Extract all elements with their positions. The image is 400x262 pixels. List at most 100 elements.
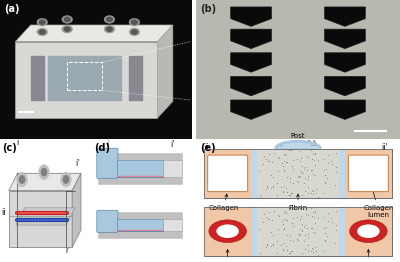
Point [270, 243, 276, 247]
Circle shape [37, 18, 48, 26]
Point [333, 165, 339, 170]
Point [296, 233, 302, 237]
Circle shape [216, 225, 239, 238]
Bar [129, 56, 142, 100]
Text: (c): (c) [2, 143, 16, 152]
Point [299, 251, 305, 255]
Point [284, 248, 290, 252]
Point [275, 155, 281, 159]
Bar [257, 206, 339, 256]
Text: i: i [16, 138, 19, 147]
Point [281, 226, 287, 230]
Point [279, 161, 285, 166]
Point [296, 217, 303, 221]
Point [296, 206, 303, 211]
Point [270, 185, 276, 189]
Point [305, 213, 311, 217]
Circle shape [17, 172, 27, 187]
Text: ii: ii [204, 143, 209, 151]
Point [304, 226, 310, 230]
Polygon shape [324, 77, 365, 96]
Polygon shape [15, 42, 158, 118]
Circle shape [106, 27, 112, 31]
Circle shape [39, 165, 49, 179]
Bar [257, 149, 339, 198]
Point [309, 246, 315, 250]
Point [305, 235, 311, 239]
Bar [204, 149, 251, 198]
Point [299, 228, 305, 232]
Point [315, 158, 322, 162]
Point [263, 245, 270, 249]
Text: i: i [106, 140, 108, 149]
Point [268, 186, 274, 190]
Point [309, 168, 316, 172]
Point [281, 227, 287, 231]
Point [320, 215, 327, 219]
Circle shape [39, 20, 45, 24]
Text: Vessel: Vessel [357, 249, 379, 262]
Point [275, 213, 281, 217]
Point [274, 181, 280, 185]
Point [333, 228, 340, 232]
Bar [67, 63, 102, 90]
Bar [204, 206, 392, 256]
Point [281, 209, 287, 214]
Bar [117, 219, 163, 231]
Point [290, 239, 296, 243]
Point [274, 193, 280, 197]
Point [286, 206, 292, 210]
Circle shape [64, 17, 70, 21]
Circle shape [209, 220, 246, 243]
Point [320, 249, 326, 253]
Point [269, 242, 276, 246]
Bar [117, 160, 163, 177]
Point [303, 212, 309, 216]
Circle shape [104, 25, 115, 33]
Bar [204, 206, 251, 256]
Point [282, 152, 289, 157]
Point [310, 210, 316, 214]
Bar [31, 56, 44, 100]
Point [296, 175, 302, 179]
Polygon shape [324, 7, 365, 26]
Point [322, 181, 328, 185]
Point [264, 242, 271, 246]
Point [296, 233, 302, 237]
Point [312, 163, 318, 167]
Point [297, 169, 304, 173]
Point [299, 251, 306, 255]
Point [288, 191, 294, 195]
Point [315, 194, 322, 199]
Point [321, 231, 328, 235]
Circle shape [132, 20, 137, 24]
Point [297, 174, 304, 178]
Point [290, 158, 296, 162]
Circle shape [19, 176, 25, 183]
Point [298, 156, 305, 160]
Point [311, 157, 317, 162]
Point [295, 232, 301, 236]
Point [280, 221, 286, 226]
Text: Collagen
lumen: Collagen lumen [363, 177, 394, 218]
Point [332, 183, 338, 187]
Point [276, 214, 282, 219]
Bar [345, 206, 392, 256]
Point [310, 230, 316, 234]
Text: ii': ii' [381, 143, 388, 151]
Point [302, 189, 308, 193]
Point [329, 162, 336, 166]
Point [264, 185, 270, 189]
Text: Post: Post [279, 133, 305, 146]
Circle shape [106, 17, 112, 21]
Point [276, 156, 282, 161]
Point [302, 247, 308, 251]
Point [304, 168, 310, 172]
Circle shape [63, 176, 69, 183]
Polygon shape [231, 77, 272, 96]
Point [287, 148, 293, 152]
Bar [98, 212, 182, 219]
Point [266, 209, 272, 214]
Point [263, 187, 270, 191]
Bar [98, 231, 182, 238]
